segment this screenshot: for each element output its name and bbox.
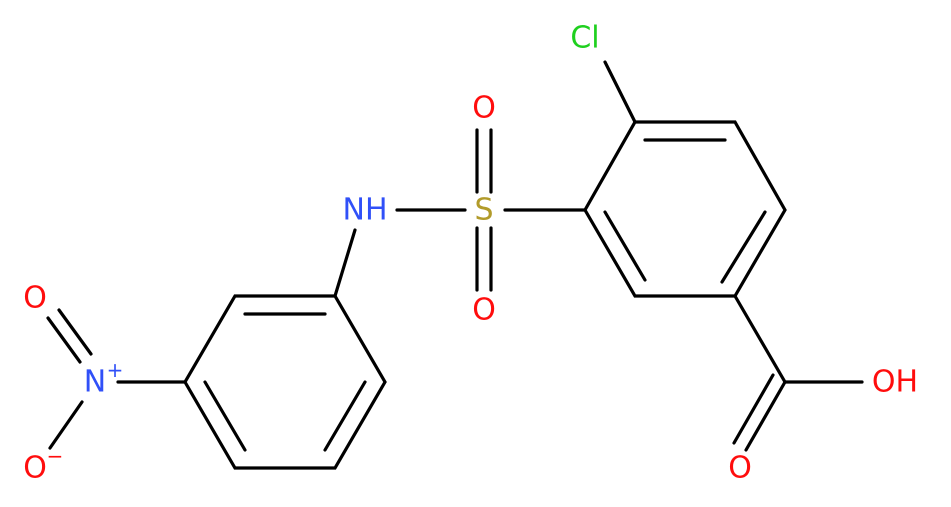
atom-label: NH [343, 193, 388, 228]
bond [203, 380, 247, 452]
atom-label: O [23, 281, 47, 316]
bond [732, 373, 775, 445]
bond [583, 120, 787, 298]
atom-label: O [23, 451, 47, 486]
bond [183, 294, 387, 470]
atom-label: N [84, 365, 106, 400]
atom-charge: − [47, 444, 64, 468]
bond [46, 316, 82, 364]
bond [48, 400, 84, 450]
atom-charge: + [107, 358, 124, 382]
atom-label: O [728, 451, 752, 486]
bond [733, 294, 787, 384]
bond [720, 210, 767, 284]
bond [333, 228, 357, 298]
atom-label: OH [872, 365, 918, 400]
atom-label: Cl [570, 21, 599, 56]
bond [744, 380, 787, 452]
bond [323, 380, 367, 452]
atom-label: S [474, 193, 493, 228]
bond [57, 308, 93, 356]
bonds [46, 60, 864, 470]
bond [603, 60, 637, 124]
bond [603, 210, 647, 282]
atom-label: O [472, 293, 496, 328]
atom-label: O [472, 91, 496, 126]
